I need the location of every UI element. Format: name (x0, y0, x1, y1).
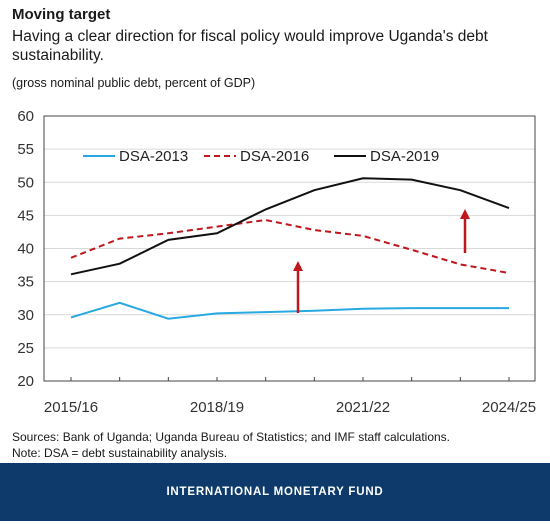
y-tick-label: 55 (17, 141, 34, 158)
x-tick-label: 2018/19 (190, 399, 244, 416)
y-tick-label: 20 (17, 373, 34, 390)
units-label: (gross nominal public debt, percent of G… (12, 76, 256, 90)
legend-label: DSA-2019 (370, 148, 439, 165)
y-tick-label: 40 (17, 241, 34, 258)
source-notes: Sources: Bank of Uganda; Uganda Bureau o… (12, 429, 450, 461)
plot-frame (43, 115, 536, 382)
series-line-dsa-2013 (70, 301, 509, 320)
legend-label: DSA-2016 (240, 148, 309, 165)
legend: DSA-2013 DSA-2016 DSA-2019 (83, 148, 439, 165)
series-lines (70, 177, 510, 320)
chart-title: Moving target (12, 6, 111, 23)
series-line-dsa-2016 (70, 218, 510, 274)
line-chart: 20 25 30 35 40 45 50 55 60 2015/16 2018/19 2021/22… (17, 108, 536, 416)
sources-text: Sources: Bank of Uganda; Uganda Bureau o… (12, 430, 451, 444)
legend-label: DSA-2013 (119, 148, 188, 165)
grid-lines (44, 148, 535, 349)
x-tick-label: 2024/25 (482, 399, 536, 416)
imf-footer-banner: INTERNATIONAL MONETARY FUND (0, 463, 550, 521)
y-axis: 20 25 30 35 40 45 50 55 60 (17, 108, 34, 390)
x-axis: 2015/16 2018/19 2021/22 2024/25 (44, 377, 536, 416)
series-line-dsa-2019 (70, 177, 510, 276)
chart-subtitle: Having a clear direction for fiscal poli… (12, 28, 488, 64)
x-tick-label: 2021/22 (336, 399, 390, 416)
note-text: Note: DSA = debt sustainability analysis… (12, 446, 228, 460)
y-tick-label: 35 (17, 274, 34, 291)
y-tick-label: 45 (17, 207, 34, 224)
annotations (293, 209, 470, 313)
y-tick-label: 60 (17, 108, 34, 125)
footer-label: INTERNATIONAL MONETARY FUND (166, 486, 384, 498)
y-tick-label: 50 (17, 174, 34, 191)
y-tick-label: 25 (17, 340, 34, 357)
x-tick-label: 2015/16 (44, 399, 98, 416)
y-tick-label: 30 (17, 307, 34, 324)
